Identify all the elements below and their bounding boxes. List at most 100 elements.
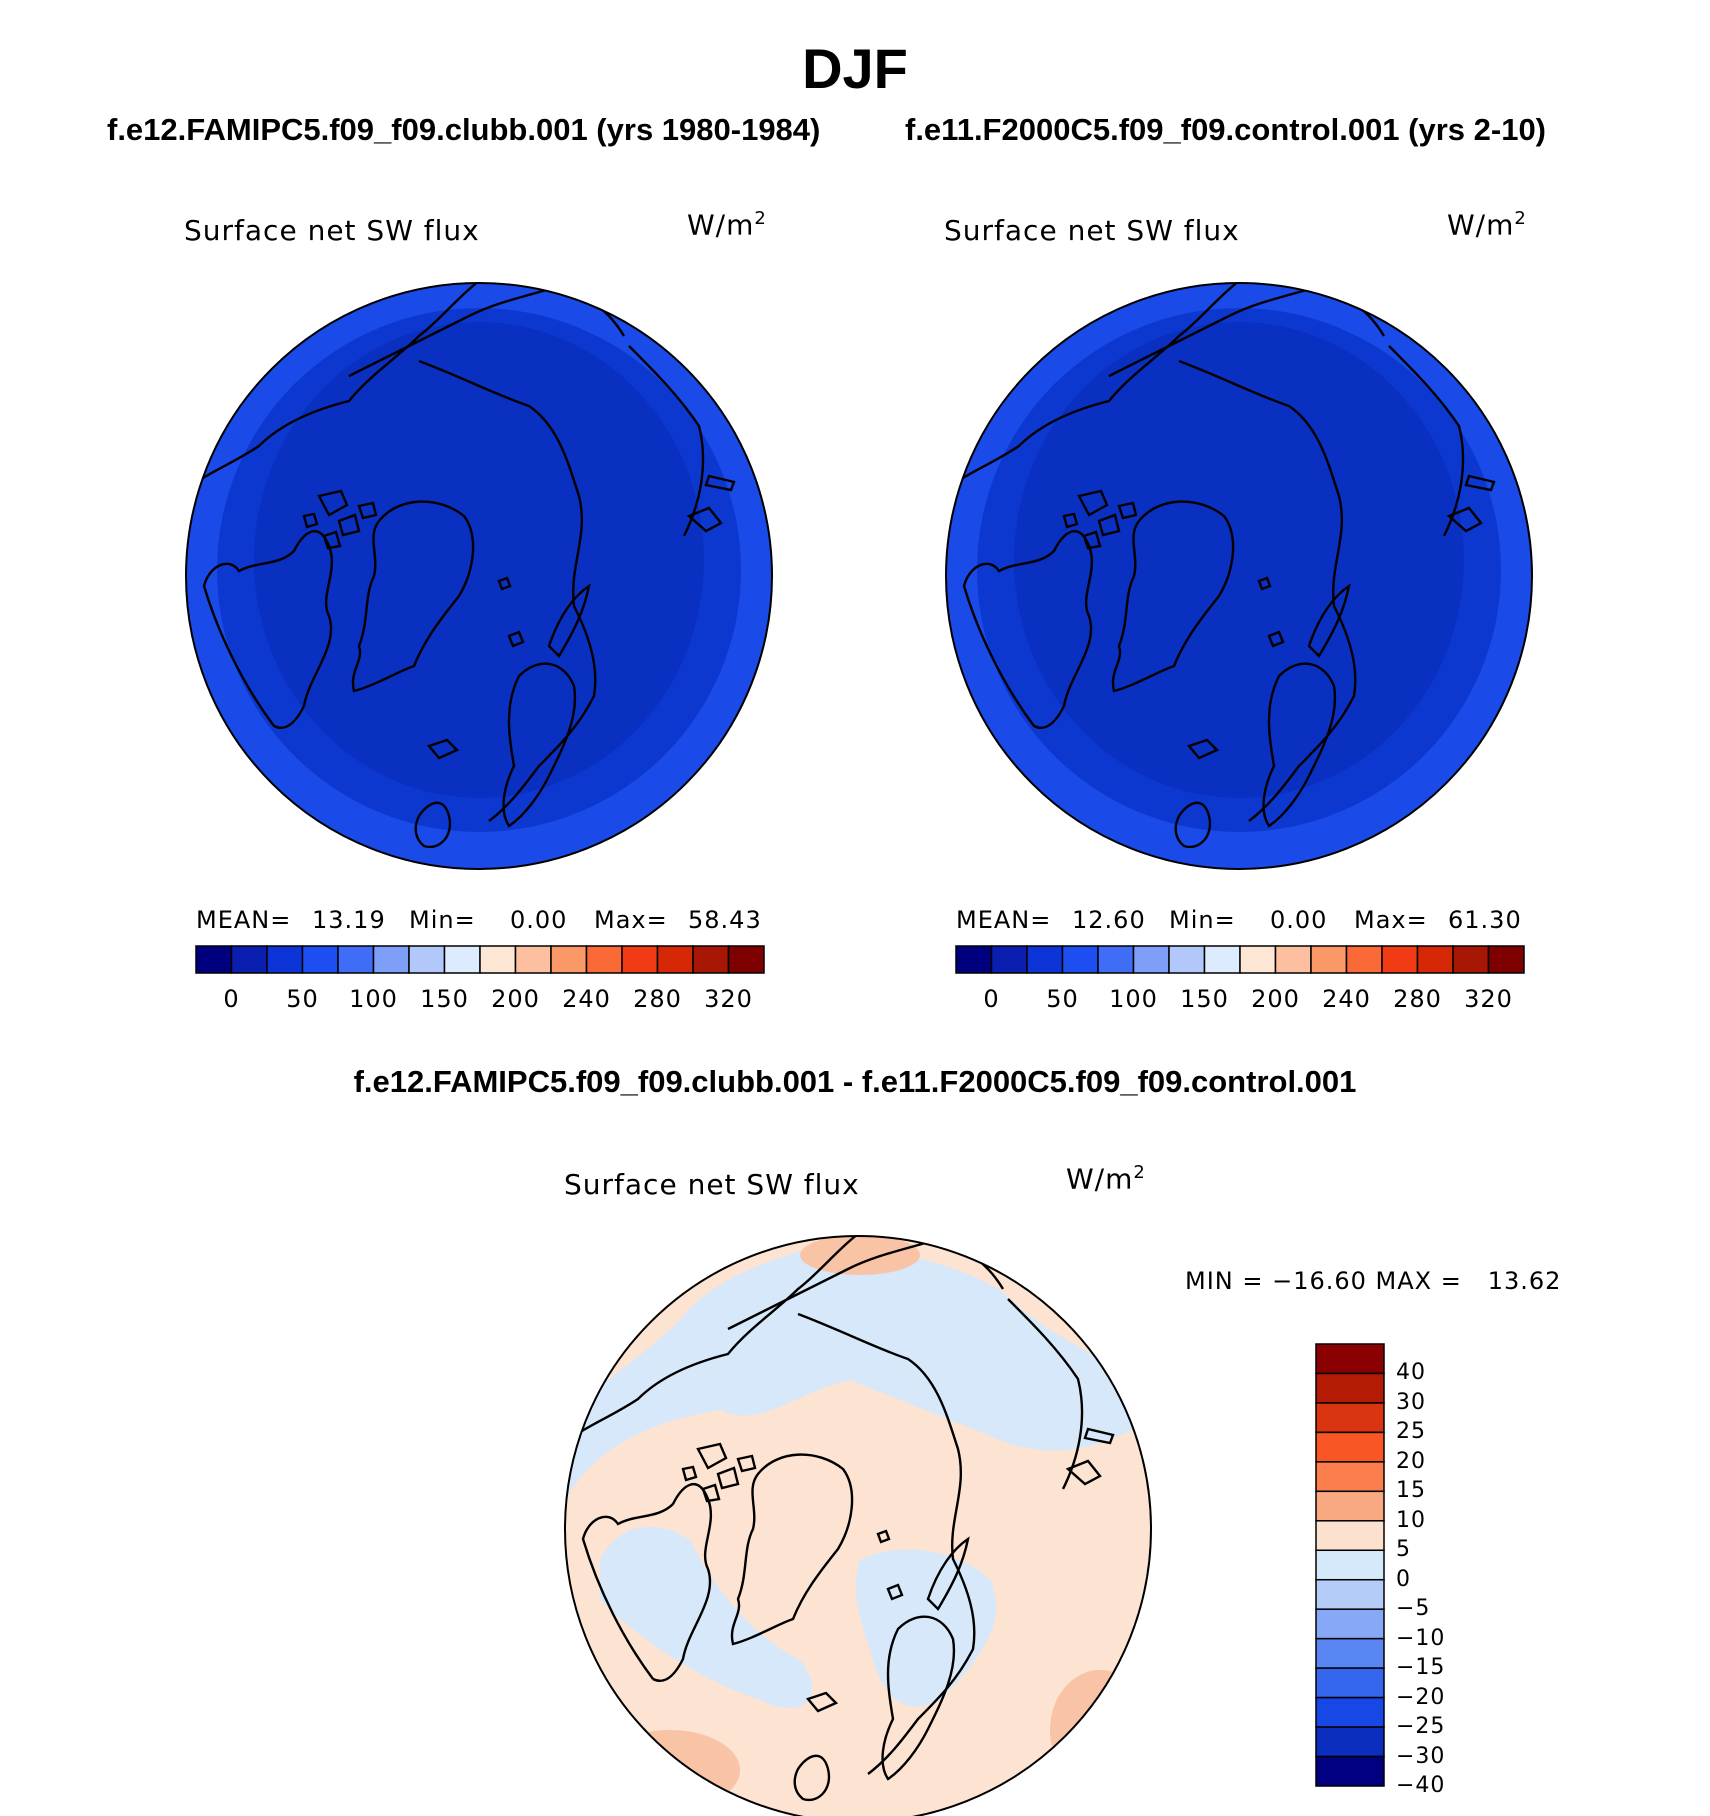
panel-2-max-label: Max= [1354, 906, 1428, 934]
colorbar-swatch [195, 945, 233, 974]
colorbar-tick-label: 40 [1396, 1360, 1426, 1386]
colorbar-swatch [1168, 945, 1206, 974]
panel-2-mean-label: MEAN= [956, 906, 1052, 934]
colorbar-swatch [1315, 1637, 1385, 1669]
colorbar-swatch [621, 945, 659, 974]
colorbar-tick-label: 10 [1396, 1507, 1426, 1533]
colorbar-swatch [1315, 1343, 1385, 1375]
colorbar-swatch [372, 945, 410, 974]
diff-minmax: MIN = −16.60 MAX = 13.62 [1185, 1267, 1562, 1295]
colorbar-tick-label: 50 [286, 985, 319, 1013]
colorbar-tick-label: 0 [983, 985, 1000, 1013]
panel-1-max-value: 58.43 [688, 906, 762, 934]
colorbar-tick-label: 0 [223, 985, 240, 1013]
diff-units: W/m2 [1066, 1162, 1146, 1196]
colorbar-swatch [266, 945, 304, 974]
colorbar-swatch [1026, 945, 1064, 974]
colorbar-tick-label: 280 [633, 985, 682, 1013]
panel-2-colorbar [955, 945, 1525, 974]
colorbar-tick-label: 30 [1396, 1389, 1426, 1415]
colorbar-swatch [1061, 945, 1099, 974]
colorbar-swatch [727, 945, 765, 974]
colorbar-tick-label: 280 [1393, 985, 1442, 1013]
colorbar-tick-label: 320 [1464, 985, 1513, 1013]
difference-title: f.e12.FAMIPC5.f09_f09.clubb.001 - f.e11.… [353, 1064, 1357, 1099]
panel-1-min-value: 0.00 [510, 906, 568, 934]
panel-2-min-label: Min= [1169, 906, 1236, 934]
panel-2-min-value: 0.00 [1270, 906, 1328, 934]
colorbar-tick-label: 15 [1396, 1478, 1426, 1504]
colorbar-swatch [1097, 945, 1135, 974]
colorbar-swatch [1315, 1608, 1385, 1640]
colorbar-swatch [550, 945, 588, 974]
colorbar-swatch [955, 945, 993, 974]
colorbar-tick-label: 25 [1396, 1419, 1426, 1445]
panel-2-max-value: 61.30 [1448, 906, 1522, 934]
colorbar-tick-label: 5 [1396, 1537, 1411, 1563]
panel-1-case-title: f.e12.FAMIPC5.f09_f09.clubb.001 (yrs 198… [107, 112, 821, 147]
panel-1-map [185, 282, 773, 870]
panel-1-colorbar [195, 945, 765, 974]
colorbar-swatch [1315, 1726, 1385, 1758]
colorbar-swatch [1315, 1549, 1385, 1581]
panel-2-map [945, 282, 1533, 870]
colorbar-swatch [1315, 1696, 1385, 1728]
panel-2-case-title: f.e11.F2000C5.f09_f09.control.001 (yrs 2… [905, 112, 1547, 147]
panel-1-plot-title: Surface net SW flux [184, 214, 480, 247]
diff-colorbar [1315, 1343, 1385, 1787]
colorbar-tick-label: −30 [1396, 1743, 1446, 1769]
colorbar-tick-label: 150 [420, 985, 469, 1013]
colorbar-tick-label: 0 [1396, 1566, 1411, 1592]
colorbar-tick-label: 50 [1046, 985, 1079, 1013]
colorbar-swatch [585, 945, 623, 974]
colorbar-tick-label: −5 [1396, 1596, 1431, 1622]
colorbar-swatch [1315, 1490, 1385, 1522]
colorbar-swatch [692, 945, 730, 974]
colorbar-swatch [1381, 945, 1419, 974]
colorbar-tick-label: 320 [704, 985, 753, 1013]
colorbar-tick-label: −25 [1396, 1714, 1446, 1740]
colorbar-swatch [1203, 945, 1241, 974]
diff-plot-title: Surface net SW flux [564, 1168, 860, 1201]
colorbar-swatch [479, 945, 517, 974]
colorbar-swatch [1452, 945, 1490, 974]
colorbar-swatch [301, 945, 339, 974]
colorbar-tick-label: −40 [1396, 1773, 1446, 1798]
colorbar-swatch [1315, 1520, 1385, 1552]
colorbar-swatch [1315, 1372, 1385, 1404]
colorbar-swatch [1315, 1667, 1385, 1699]
colorbar-swatch [1315, 1431, 1385, 1463]
colorbar-tick-label: 100 [349, 985, 398, 1013]
colorbar-swatch [1239, 945, 1277, 974]
colorbar-swatch [1345, 945, 1383, 974]
colorbar-swatch [230, 945, 268, 974]
colorbar-tick-label: −15 [1396, 1655, 1446, 1681]
colorbar-swatch [408, 945, 446, 974]
colorbar-tick-label: 240 [562, 985, 611, 1013]
colorbar-swatch [1310, 945, 1348, 974]
diff-map [564, 1235, 1152, 1816]
colorbar-swatch [1315, 1402, 1385, 1434]
colorbar-tick-label: 20 [1396, 1448, 1426, 1474]
colorbar-swatch [1315, 1578, 1385, 1610]
panel-2-units: W/m2 [1447, 208, 1527, 242]
colorbar-tick-label: 150 [1180, 985, 1229, 1013]
panel-1-min-label: Min= [409, 906, 476, 934]
colorbar-swatch [1274, 945, 1312, 974]
colorbar-swatch [1315, 1755, 1385, 1787]
panel-2-mean-value: 12.60 [1072, 906, 1146, 934]
panel-1-units: W/m2 [687, 208, 767, 242]
panel-1-mean-label: MEAN= [196, 906, 292, 934]
figure-title: DJF [802, 37, 908, 100]
colorbar-swatch [656, 945, 694, 974]
colorbar-swatch [337, 945, 375, 974]
colorbar-swatch [1315, 1461, 1385, 1493]
colorbar-tick-label: 240 [1322, 985, 1371, 1013]
colorbar-swatch [1487, 945, 1525, 974]
colorbar-tick-label: 200 [1251, 985, 1300, 1013]
colorbar-tick-label: −20 [1396, 1684, 1446, 1710]
colorbar-swatch [990, 945, 1028, 974]
colorbar-tick-label: 100 [1109, 985, 1158, 1013]
panel-1-max-label: Max= [594, 906, 668, 934]
